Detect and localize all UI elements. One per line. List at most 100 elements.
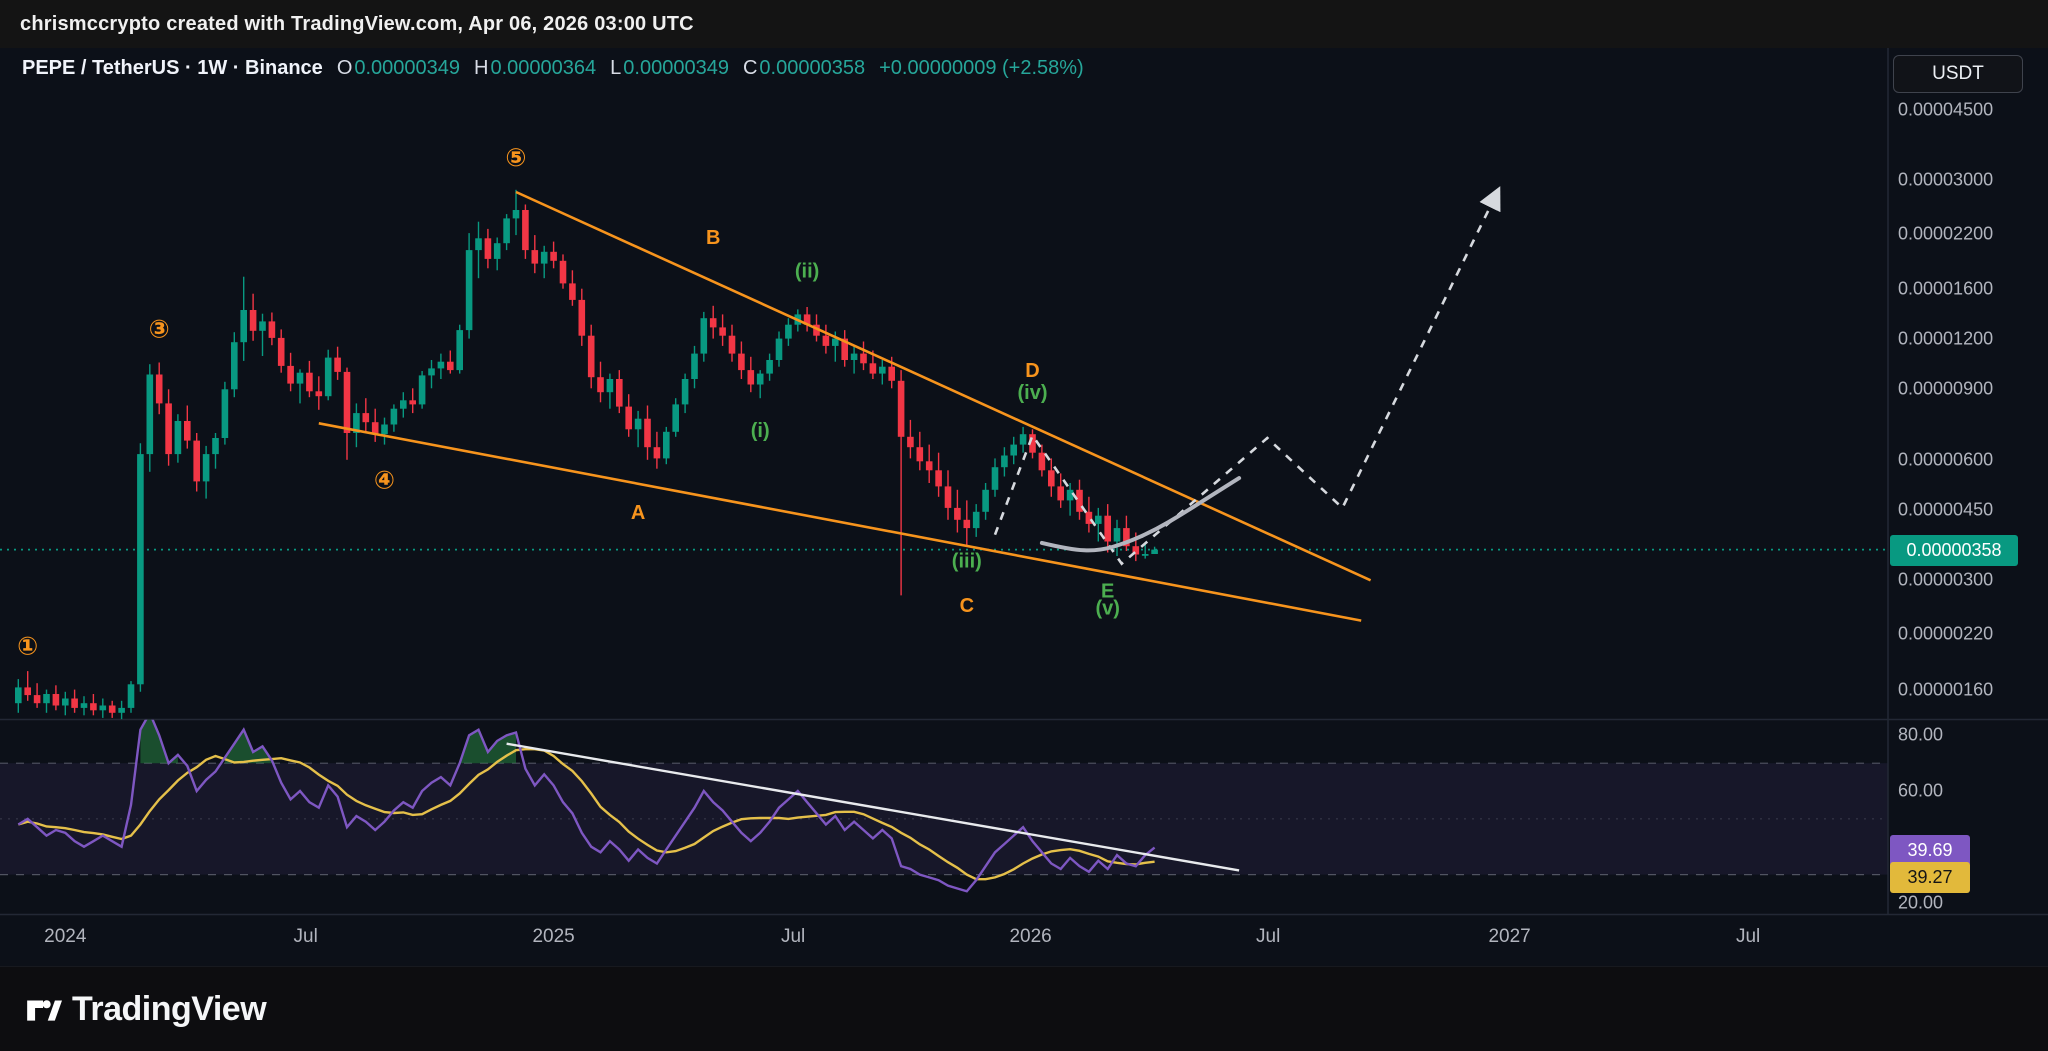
- price-axis-label: 0.00003000: [1898, 169, 1994, 190]
- wave-label[interactable]: B: [706, 227, 720, 249]
- candle: [259, 321, 266, 331]
- candle: [43, 694, 50, 704]
- candle: [315, 391, 323, 397]
- candle: [625, 406, 632, 430]
- footer-bar: TradingView: [0, 966, 2048, 1051]
- rsi-trendline[interactable]: [506, 742, 1240, 872]
- candle: [277, 337, 285, 366]
- price-axis-label: 0.00000220: [1898, 623, 1994, 644]
- candle: [832, 338, 839, 346]
- time-axis-label: 2027: [1488, 926, 1531, 947]
- candle: [982, 489, 989, 512]
- candle: [33, 695, 41, 704]
- time-axis-label: Jul: [1256, 926, 1281, 947]
- candle: [1066, 489, 1074, 501]
- candle: [756, 373, 764, 385]
- candle: [1076, 489, 1083, 512]
- rsi-overbought-fill: [224, 729, 272, 764]
- candle: [80, 703, 88, 708]
- currency-toggle-button[interactable]: USDT: [1893, 55, 2023, 93]
- price-axis-label: 0.00001200: [1898, 328, 1994, 349]
- candle: [1151, 549, 1158, 554]
- wave-label[interactable]: (i): [751, 420, 770, 442]
- tradingview-wordmark: TradingView: [72, 989, 267, 1028]
- wave-label[interactable]: (iii): [952, 551, 982, 573]
- wave-label[interactable]: (iv): [1018, 382, 1048, 404]
- rsi-ma-value-badge: 39.27: [1890, 861, 1970, 893]
- candle: [587, 335, 595, 378]
- candle: [1001, 455, 1008, 468]
- attribution-text: chrismccrypto created with TradingView.c…: [20, 12, 694, 35]
- wave-label[interactable]: ①: [17, 633, 38, 661]
- wave-label[interactable]: C: [960, 595, 974, 617]
- candle: [944, 486, 952, 508]
- ohlc-low: L 0.00000349: [610, 57, 729, 79]
- wave-label[interactable]: ⑤: [505, 144, 526, 172]
- candle: [249, 310, 257, 331]
- candle: [240, 310, 247, 343]
- projection-path[interactable]: [993, 186, 1501, 566]
- candle: [296, 372, 304, 384]
- price-axis-label: 0.00001600: [1898, 278, 1994, 299]
- candle: [719, 327, 726, 336]
- price-axis-label: 0.00000450: [1898, 499, 1994, 520]
- candle: [24, 687, 31, 696]
- candle: [15, 687, 22, 704]
- candle: [343, 371, 351, 433]
- candle: [418, 375, 426, 405]
- candle: [681, 379, 689, 405]
- candle: [324, 357, 332, 397]
- candle: [897, 380, 905, 437]
- candle: [709, 318, 717, 328]
- wedge-upper-trendline[interactable]: [515, 190, 1372, 582]
- wedge-lower-trendline[interactable]: [318, 422, 1362, 622]
- wave-label[interactable]: ④: [374, 466, 395, 494]
- candle: [456, 330, 463, 371]
- time-axis-label: 2024: [44, 926, 87, 947]
- candle: [493, 243, 501, 259]
- candle: [428, 368, 435, 376]
- candle: [841, 338, 848, 360]
- ohlc-close: C 0.00000358: [742, 57, 866, 79]
- price-change: +0.00000009 (+2.58%): [879, 57, 1084, 79]
- wave-label[interactable]: (v): [1095, 598, 1119, 620]
- price-axis-label: 0.00002200: [1898, 223, 1994, 244]
- candle: [916, 447, 924, 462]
- symbol-title[interactable]: PEPE / TetherUS · 1W · Binance: [22, 57, 323, 79]
- projection-curve[interactable]: [1039, 476, 1242, 553]
- wave-label[interactable]: E: [1101, 581, 1114, 603]
- rsi-axis-label: 20.00: [1898, 892, 1944, 912]
- candle: [371, 422, 379, 435]
- candle: [447, 361, 454, 371]
- rsi-value-badge: 39.69: [1890, 834, 1970, 866]
- candle: [616, 379, 623, 407]
- candle: [1057, 486, 1064, 501]
- candle: [972, 511, 980, 529]
- wave-label[interactable]: ③: [149, 315, 170, 343]
- candle: [540, 251, 548, 264]
- ohlc-open: O 0.00000349: [336, 57, 461, 79]
- candle: [437, 361, 445, 369]
- candle: [165, 403, 172, 455]
- main-pane: ① ③ ④ ⑤ A B C D E (i) (ii) (iii) (iv) (v): [0, 144, 1888, 720]
- candle: [860, 353, 867, 364]
- wave-label[interactable]: (ii): [795, 261, 819, 283]
- candle: [409, 400, 416, 405]
- candle: [268, 321, 276, 338]
- candle: [935, 470, 942, 487]
- candle: [785, 324, 792, 339]
- candle: [869, 363, 877, 374]
- candle: [954, 507, 961, 520]
- candle: [503, 218, 510, 244]
- wave-label[interactable]: D: [1025, 360, 1039, 382]
- candle: [146, 374, 154, 455]
- candle: [1141, 554, 1149, 556]
- candle: [691, 353, 698, 379]
- candle: [634, 418, 642, 430]
- tradingview-logo[interactable]: TradingView: [24, 989, 267, 1029]
- candle: [597, 377, 604, 393]
- wave-label[interactable]: A: [631, 502, 645, 524]
